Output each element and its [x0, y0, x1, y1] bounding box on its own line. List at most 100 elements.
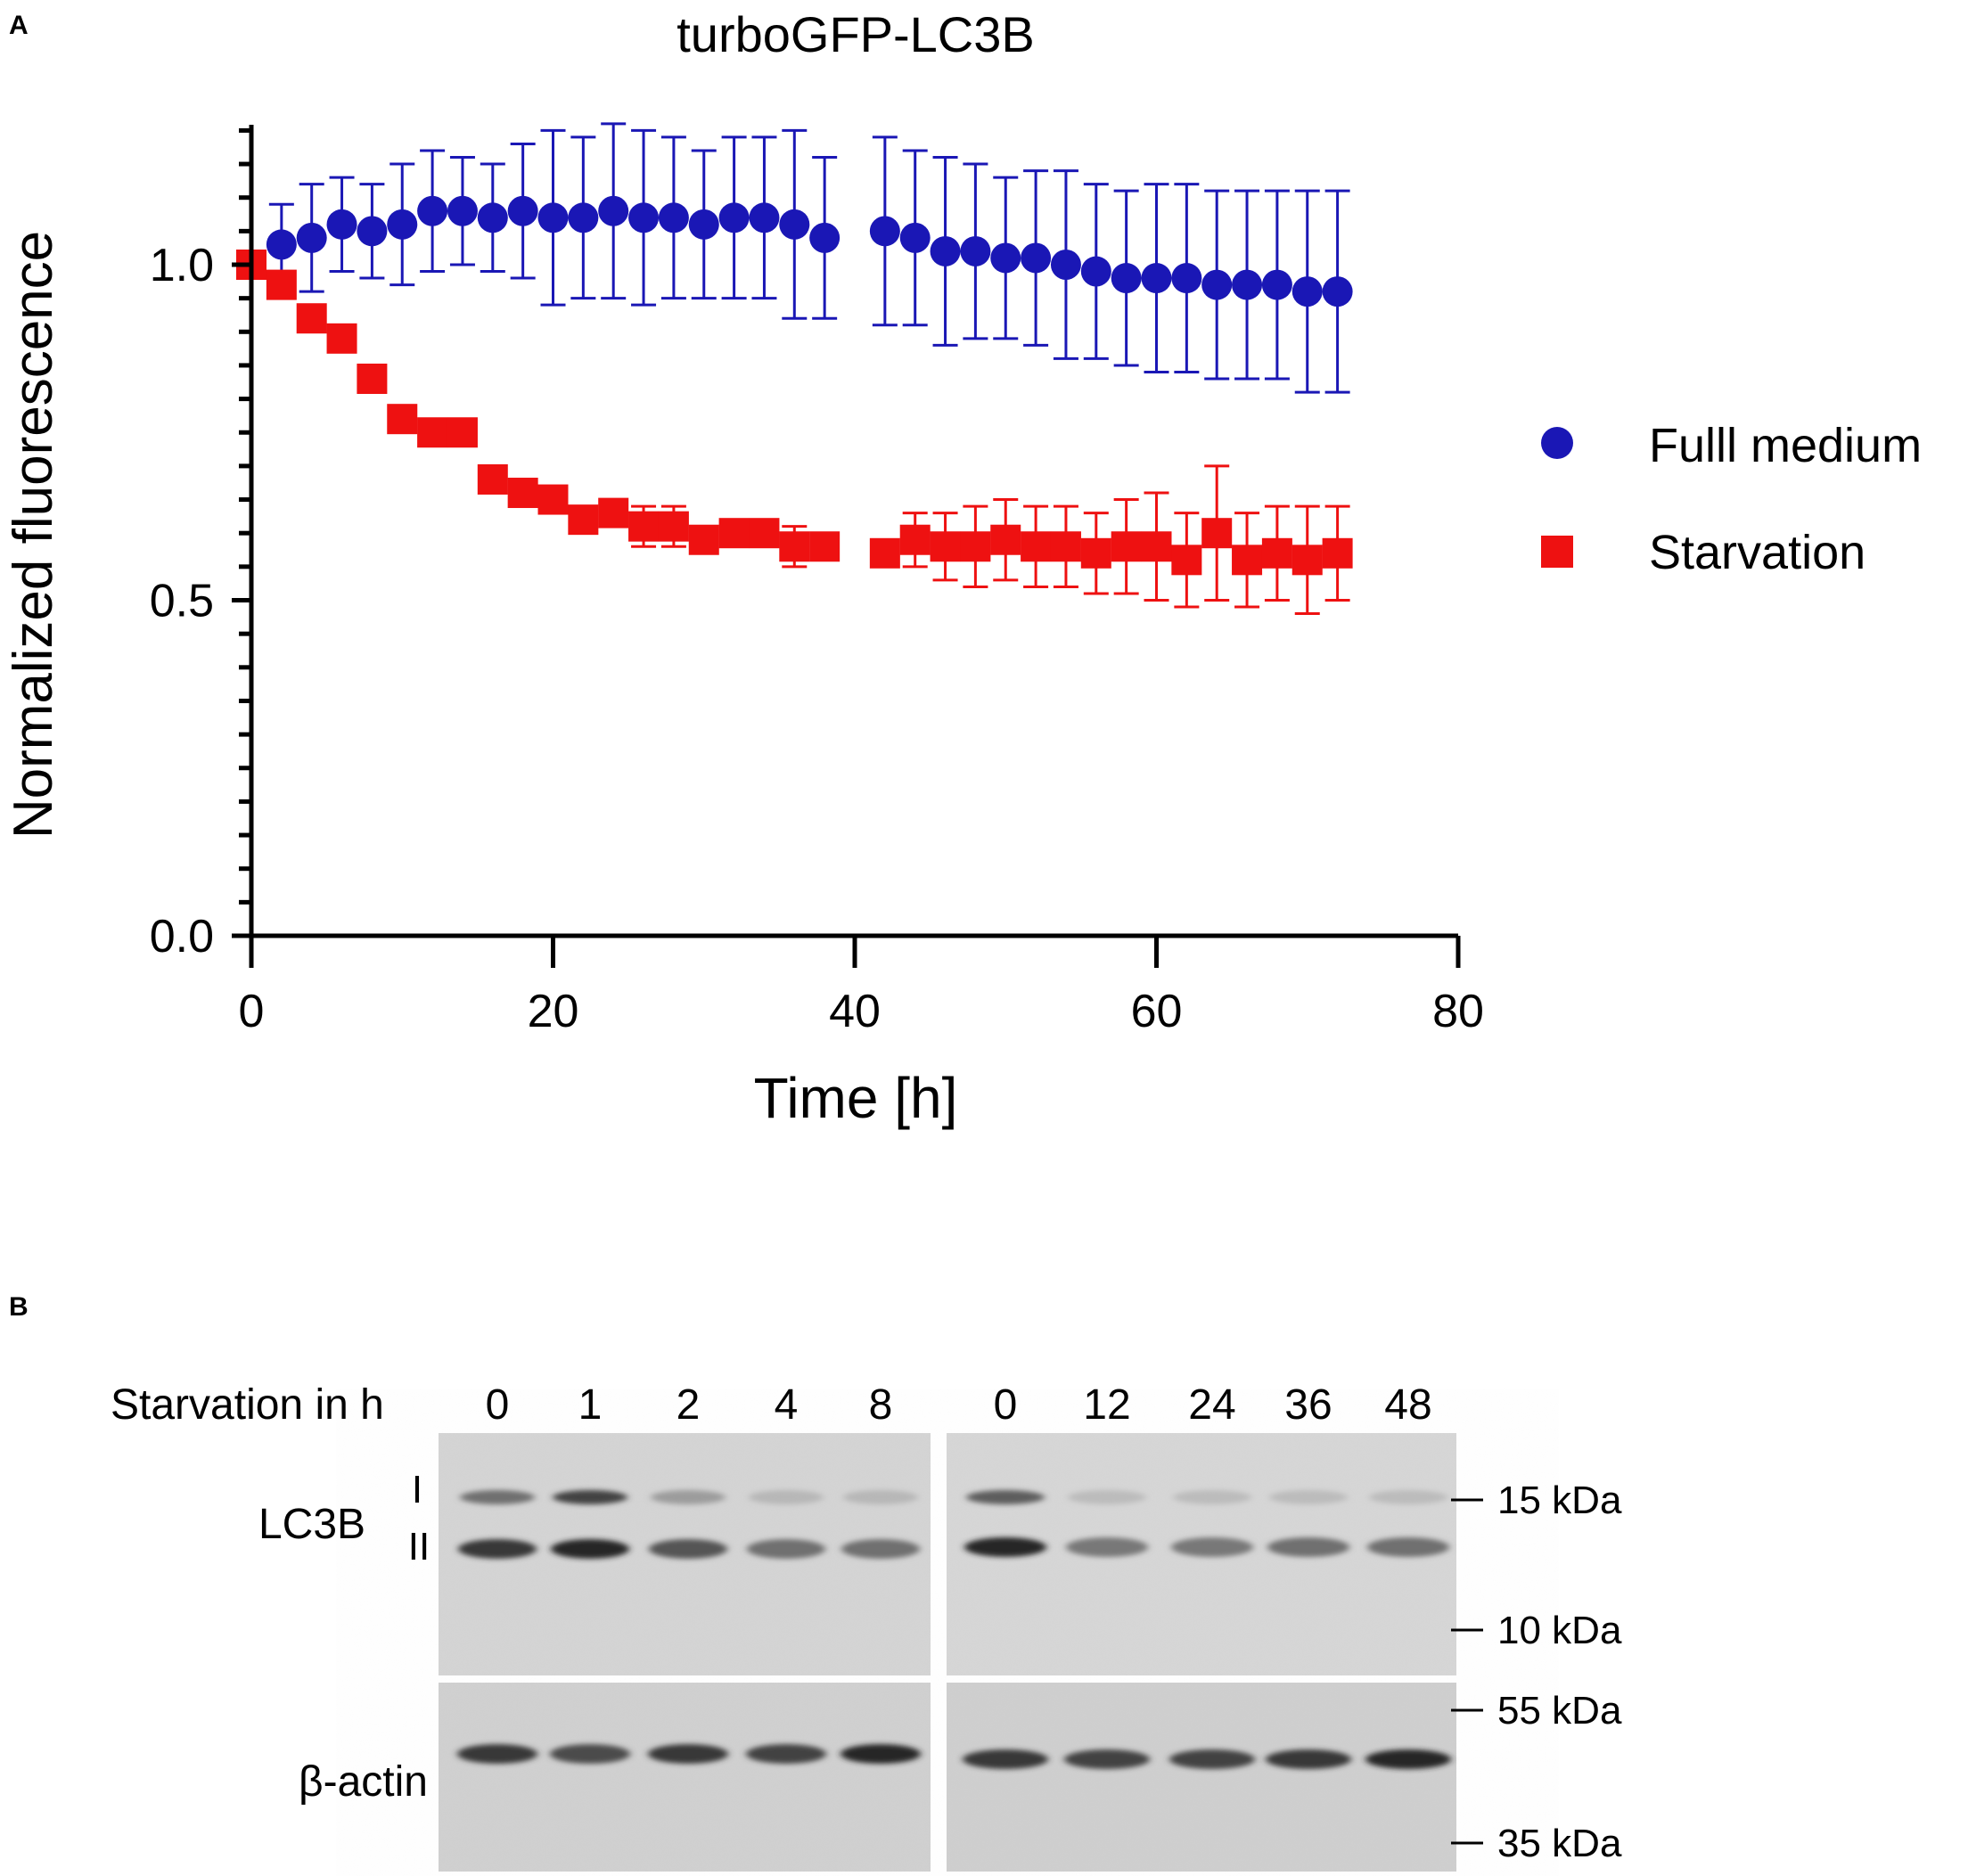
y-axis-label: Normalized fluorescence [3, 231, 64, 839]
data-point [1050, 531, 1081, 562]
lane-label: 0 [994, 1381, 1018, 1429]
y-ticks: 0.0 0.5 1.0 [150, 127, 251, 963]
data-point [628, 202, 660, 233]
lane-label: 4 [775, 1381, 799, 1429]
x-tick-label: 80 [1432, 986, 1484, 1037]
x-tick-label: 60 [1131, 986, 1183, 1037]
data-point [477, 202, 508, 233]
data-point [658, 511, 689, 542]
data-point [779, 209, 810, 240]
data-point [779, 531, 810, 562]
data-point [357, 216, 388, 247]
data-point [537, 202, 569, 233]
data-point [1171, 263, 1202, 294]
x-tick-label: 40 [829, 986, 881, 1037]
chart-title: turboGFP-LC3B [676, 6, 1035, 62]
blot-band [1169, 1749, 1255, 1769]
blot-band [1068, 1490, 1146, 1504]
data-point [930, 531, 961, 562]
lane-label: 8 [869, 1381, 893, 1429]
lane-label: 48 [1384, 1381, 1431, 1429]
y-tick-label: 0.5 [150, 576, 214, 627]
blot-band [1365, 1749, 1451, 1769]
blot-band [1269, 1490, 1348, 1504]
x-axis-label: Time [h] [754, 1066, 958, 1130]
data-point [809, 531, 840, 562]
data-point [1261, 537, 1292, 569]
plot-area: 0.0 0.5 1.0 0 20 40 60 80 [150, 122, 1484, 1037]
data-point [930, 235, 961, 266]
data-point [688, 209, 719, 240]
data-point [1292, 276, 1323, 307]
marker-15kda: 15 kDa [1497, 1479, 1622, 1522]
data-point [869, 537, 900, 569]
blot-band [749, 1490, 824, 1504]
data-point [1201, 269, 1233, 300]
data-point [960, 235, 991, 266]
data-point [326, 209, 357, 240]
data-point [568, 504, 599, 536]
blot-band [1171, 1537, 1253, 1557]
blot-band [964, 1537, 1046, 1557]
data-point [1141, 263, 1172, 294]
blot-band [553, 1490, 627, 1504]
data-point [387, 209, 418, 240]
blot-bands [457, 1490, 1451, 1769]
blot-band [651, 1490, 726, 1504]
x-ticks: 0 20 40 60 80 [239, 936, 1484, 1037]
blot-band [1267, 1537, 1349, 1557]
mw-markers: 15 kDa 10 kDa 55 kDa 35 kDa [1451, 1479, 1622, 1865]
data-point [718, 202, 750, 233]
data-point [869, 216, 900, 247]
x-tick-label: 0 [239, 986, 265, 1037]
legend-square-icon [1541, 536, 1573, 568]
data-point [477, 463, 508, 495]
blot-band [458, 1539, 537, 1559]
data-point [1232, 269, 1263, 300]
lane-label: 24 [1188, 1381, 1235, 1429]
data-point [749, 202, 780, 233]
data-point [1021, 531, 1052, 562]
x-tick-label: 20 [528, 986, 579, 1037]
lane-label: 1 [578, 1381, 603, 1429]
data-point [417, 417, 448, 448]
data-point [1021, 242, 1052, 274]
data-point [1111, 263, 1142, 294]
blot-texture [439, 1433, 1456, 1872]
blot-band [457, 1744, 537, 1764]
data-point [688, 524, 719, 555]
blot-band [1369, 1490, 1447, 1504]
data-point [507, 478, 538, 509]
blot-band [649, 1539, 727, 1559]
data-point [1322, 276, 1353, 307]
blot-band [1173, 1490, 1251, 1504]
data-point [387, 404, 418, 435]
y-tick-label: 0.0 [150, 911, 214, 963]
data-point [1050, 250, 1081, 280]
blot-band [1064, 1749, 1150, 1769]
legend: Fulll medium Starvation [1541, 419, 1922, 579]
lane-label: 36 [1284, 1381, 1332, 1429]
data-markers [236, 195, 1353, 576]
data-point [296, 222, 327, 253]
blot-band [747, 1539, 825, 1559]
band-ii-label: II [408, 1525, 430, 1569]
data-point [1111, 531, 1142, 562]
blot-band [963, 1749, 1048, 1769]
lane-label: 2 [676, 1381, 701, 1429]
data-point [507, 195, 538, 226]
data-point [568, 202, 599, 233]
data-point [1232, 545, 1263, 576]
blot-band [1266, 1749, 1351, 1769]
band-i-label: I [412, 1468, 422, 1511]
blot-band [966, 1490, 1045, 1504]
data-point [296, 303, 327, 334]
data-point [447, 195, 478, 226]
data-point [990, 524, 1021, 555]
data-point [628, 511, 660, 542]
blot-band [460, 1490, 535, 1504]
blot-band [840, 1744, 921, 1764]
data-point [899, 222, 931, 253]
data-point [749, 518, 780, 549]
data-point [1261, 269, 1292, 300]
